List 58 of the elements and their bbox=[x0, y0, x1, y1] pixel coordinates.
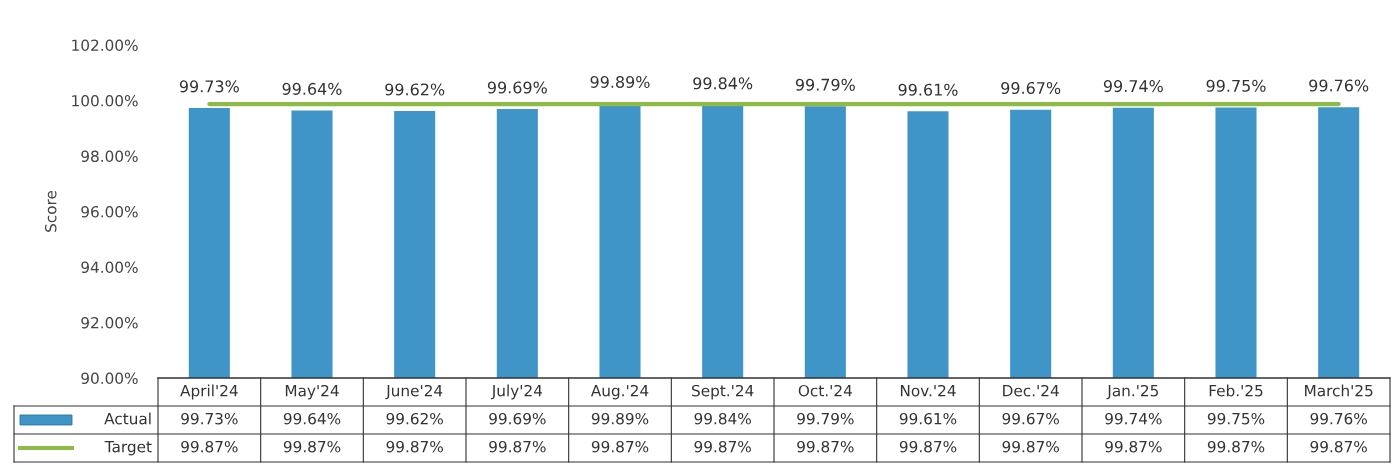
x-tick-label: Feb.'25 bbox=[1209, 384, 1263, 397]
x-tick-label: July'24 bbox=[490, 384, 543, 400]
x-tick-label: Sept.'24 bbox=[692, 384, 754, 400]
text: 99.69% bbox=[487, 81, 547, 94]
data-label: 99.87% bbox=[283, 440, 341, 453]
data-label: 99.74% bbox=[1105, 412, 1162, 425]
data-label: 99.87% bbox=[386, 440, 443, 453]
text: 99.84% bbox=[693, 77, 753, 90]
y-tick-label: 102.00% bbox=[72, 39, 138, 52]
x-tick-label: April'24 bbox=[180, 384, 238, 400]
data-label: 99.62% bbox=[386, 412, 443, 425]
y-tick-label: 100.00% bbox=[72, 94, 138, 107]
data-label: 99.87% bbox=[797, 440, 854, 453]
x-tick-label: March'25 bbox=[1305, 384, 1373, 397]
x-tick-label: Jan.'25 bbox=[1106, 384, 1159, 400]
text: 99.74% bbox=[1103, 80, 1163, 93]
data-label: 99.87% bbox=[489, 440, 546, 453]
text: 99.61% bbox=[898, 83, 958, 96]
y-tick-label: 98.00% bbox=[81, 150, 138, 163]
y-tick-label: 92.00% bbox=[81, 316, 138, 329]
data-label: 99.87% bbox=[1002, 440, 1059, 453]
text: 99.79% bbox=[795, 78, 855, 91]
data-label: 99.64% bbox=[283, 412, 341, 425]
data-label: 99.69% bbox=[489, 412, 546, 425]
data-label: 99.87% bbox=[591, 440, 649, 453]
x-tick-label: May'24 bbox=[285, 384, 339, 400]
x-tick-label: Dec.'24 bbox=[1003, 384, 1059, 397]
data-label: 99.89% bbox=[591, 412, 649, 425]
y-tick-label: 96.00% bbox=[81, 205, 138, 218]
text: 99.67% bbox=[1001, 81, 1061, 95]
text: 99.64% bbox=[282, 82, 342, 95]
data-label: 99.84% bbox=[694, 412, 751, 425]
text: 99.73% bbox=[179, 80, 239, 93]
data-label: 99.76% bbox=[1310, 412, 1367, 425]
legend-label: Target bbox=[104, 441, 152, 456]
y-tick-label: 94.00% bbox=[81, 261, 138, 274]
text: 99.76% bbox=[1309, 79, 1369, 92]
x-tick-label: Oct.'24 bbox=[798, 384, 852, 397]
data-label: 99.73% bbox=[181, 412, 238, 425]
y-axis-title: Score bbox=[44, 190, 57, 232]
data-label: 99.87% bbox=[1310, 440, 1367, 453]
data-label: 99.75% bbox=[1207, 412, 1265, 425]
legend-label: Actual bbox=[104, 412, 151, 425]
data-label: 99.87% bbox=[1207, 440, 1265, 453]
data-label: 99.61% bbox=[899, 412, 957, 425]
y-tick-label: 90.00% bbox=[81, 372, 138, 385]
data-label: 99.87% bbox=[181, 440, 238, 453]
x-tick-label: Nov.'24 bbox=[900, 384, 956, 397]
data-label: 99.67% bbox=[1002, 412, 1059, 425]
data-label: 99.87% bbox=[899, 440, 957, 453]
data-label: 99.87% bbox=[694, 440, 751, 453]
data-label: 99.79% bbox=[797, 412, 854, 425]
text: 99.75% bbox=[1206, 79, 1266, 92]
text: 99.62% bbox=[385, 83, 445, 96]
x-tick-label: Aug.'24 bbox=[590, 384, 649, 400]
data-label: 99.87% bbox=[1105, 440, 1162, 453]
text: 99.89% bbox=[590, 75, 650, 88]
x-tick-label: June'24 bbox=[385, 384, 443, 400]
